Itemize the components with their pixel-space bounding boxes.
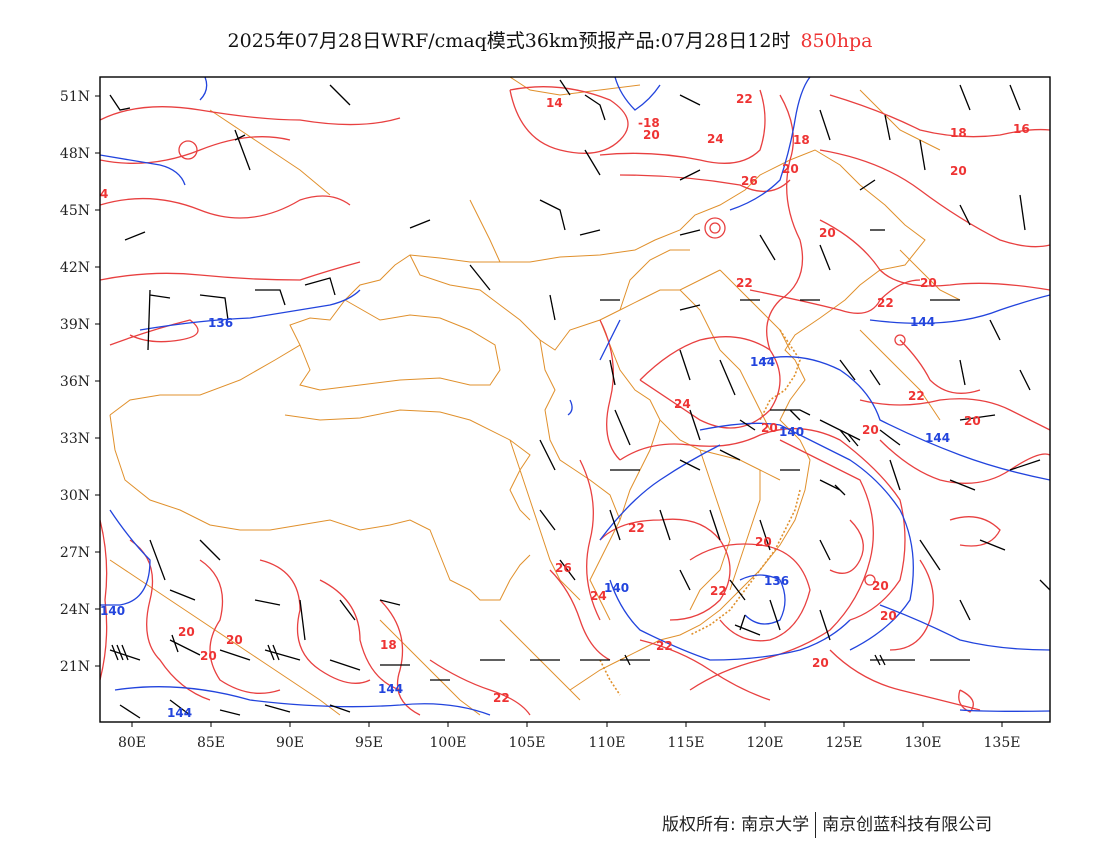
- svg-text:20: 20: [782, 162, 799, 176]
- svg-text:140: 140: [604, 581, 629, 595]
- svg-text:20: 20: [755, 535, 772, 549]
- svg-text:136: 136: [208, 316, 233, 330]
- lon-label: 80E: [118, 735, 146, 751]
- svg-text:20: 20: [880, 609, 897, 623]
- svg-text:-18: -18: [638, 116, 660, 130]
- temperature-contours: [100, 86, 1050, 716]
- svg-text:22: 22: [628, 521, 645, 535]
- lon-label: 120E: [747, 735, 784, 751]
- svg-text:24: 24: [707, 132, 724, 146]
- svg-text:18: 18: [793, 133, 810, 147]
- svg-text:20: 20: [964, 414, 981, 428]
- footer-divider: [815, 812, 817, 838]
- latitude-axis: [95, 95, 100, 667]
- svg-text:18: 18: [950, 126, 967, 140]
- height-contours: [100, 77, 1050, 716]
- lon-label: 105E: [509, 735, 546, 751]
- svg-text:4: 4: [100, 187, 108, 201]
- svg-text:140: 140: [779, 425, 804, 439]
- lon-label: 90E: [276, 735, 304, 751]
- svg-text:20: 20: [643, 128, 660, 142]
- svg-text:144: 144: [925, 431, 950, 445]
- lon-label: 100E: [430, 735, 467, 751]
- lat-label: 45N: [60, 203, 90, 219]
- lon-label: 95E: [355, 735, 383, 751]
- footer-credits: 版权所有: 南京大学 南京创蓝科技有限公司: [662, 810, 992, 838]
- svg-text:22: 22: [710, 584, 727, 598]
- plot-frame: [99, 76, 1051, 723]
- svg-text:20: 20: [862, 423, 879, 437]
- svg-text:14: 14: [546, 96, 563, 110]
- pressure-level: 850hpa: [800, 30, 873, 52]
- lat-label: 48N: [60, 146, 90, 162]
- lon-label: 85E: [197, 735, 225, 751]
- svg-text:26: 26: [741, 174, 758, 188]
- lat-label: 24N: [60, 602, 90, 618]
- lon-label: 130E: [905, 735, 942, 751]
- svg-text:24: 24: [674, 397, 691, 411]
- lat-label: 51N: [60, 89, 90, 105]
- svg-text:22: 22: [736, 92, 753, 106]
- lat-label: 33N: [60, 431, 90, 447]
- longitude-labels: 80E 85E 90E 95E 100E 105E 110E 115E 120E…: [118, 735, 1021, 751]
- svg-text:26: 26: [555, 561, 572, 575]
- coastline: [599, 329, 801, 696]
- longitude-axis: [131, 722, 1003, 727]
- svg-text:20: 20: [178, 625, 195, 639]
- svg-text:20: 20: [226, 633, 243, 647]
- svg-text:22: 22: [656, 639, 673, 653]
- company-name: 南京创蓝科技有限公司: [822, 815, 993, 835]
- svg-text:144: 144: [378, 682, 403, 696]
- svg-text:140: 140: [100, 604, 125, 618]
- country-boundaries: [109, 77, 961, 716]
- svg-text:24: 24: [590, 589, 607, 603]
- lon-label: 115E: [668, 735, 705, 751]
- lon-label: 110E: [589, 735, 626, 751]
- svg-text:144: 144: [167, 706, 192, 720]
- svg-text:22: 22: [877, 296, 894, 310]
- latitude-labels: 51N 48N 45N 42N 39N 36N 33N 30N 27N 24N …: [60, 89, 90, 675]
- svg-text:20: 20: [920, 276, 937, 290]
- svg-text:16: 16: [1013, 122, 1030, 136]
- svg-text:22: 22: [908, 389, 925, 403]
- svg-text:22: 22: [736, 276, 753, 290]
- lat-label: 42N: [60, 260, 90, 276]
- lon-label: 125E: [826, 735, 863, 751]
- copyright-text: 版权所有: 南京大学: [662, 815, 810, 835]
- contour-labels-temperature: 14 -18 20 24 22 18 18 16 20 26 20 20 20 …: [100, 92, 1030, 705]
- title-main: 2025年07月28日WRF/cmaq模式36km预报产品:07月28日12时: [227, 30, 791, 52]
- lat-label: 36N: [60, 374, 90, 390]
- svg-text:144: 144: [910, 315, 935, 329]
- svg-text:20: 20: [819, 226, 836, 240]
- svg-text:20: 20: [950, 164, 967, 178]
- svg-text:22: 22: [493, 691, 510, 705]
- lon-label: 135E: [984, 735, 1021, 751]
- contour-labels-height: 136 144 144 140 144 140 136 140 144 144 …: [100, 315, 950, 720]
- svg-text:20: 20: [812, 656, 829, 670]
- map-title: 2025年07月28日WRF/cmaq模式36km预报产品:07月28日12时 8…: [0, 26, 1100, 53]
- wind-barbs: [109, 79, 1050, 719]
- lat-label: 27N: [60, 545, 90, 561]
- svg-text:144: 144: [750, 355, 775, 369]
- svg-text:136: 136: [764, 574, 789, 588]
- lat-label: 30N: [60, 488, 90, 504]
- svg-text:18: 18: [380, 638, 397, 652]
- lat-label: 21N: [60, 659, 90, 675]
- svg-text:20: 20: [872, 579, 889, 593]
- svg-text:20: 20: [200, 649, 217, 663]
- lat-label: 39N: [60, 317, 90, 333]
- svg-text:20: 20: [761, 421, 778, 435]
